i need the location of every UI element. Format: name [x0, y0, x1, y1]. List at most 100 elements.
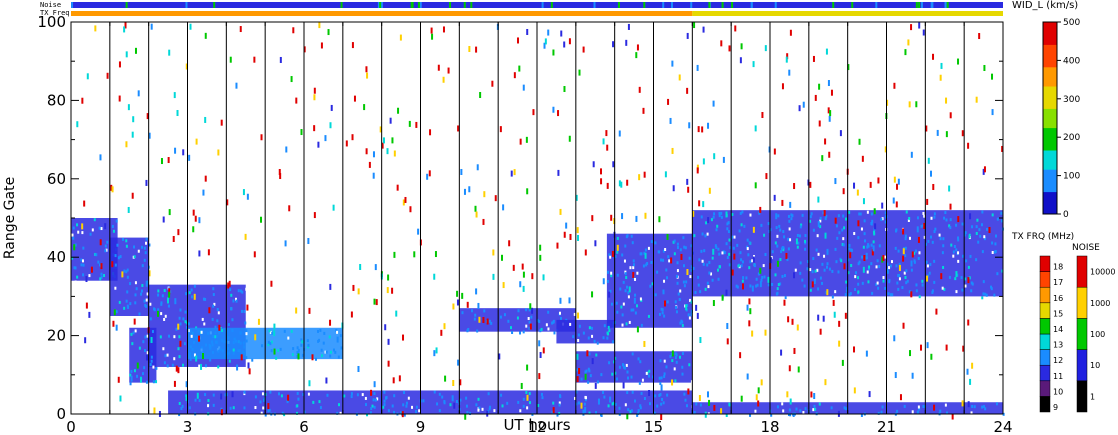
scatter-cell [818, 83, 821, 90]
echo-cell [930, 216, 933, 220]
scatter-cell [904, 49, 907, 56]
echo-cell [125, 299, 128, 303]
echo-cell [328, 335, 331, 339]
scatter-cell [307, 237, 310, 244]
noise-strip-tick [125, 2, 128, 8]
scatter-cell [949, 112, 952, 119]
scatter-cell [712, 300, 715, 307]
echo-cell [629, 266, 632, 270]
echo-cell [212, 287, 215, 291]
scatter-cell [502, 204, 505, 211]
scatter-cell [260, 216, 263, 223]
scatter-cell [175, 365, 178, 372]
scatter-cell [759, 267, 762, 274]
scatter-cell [857, 220, 860, 227]
echo-cell [922, 405, 925, 409]
scatter-cell [849, 252, 852, 259]
echo-cell [126, 275, 129, 279]
scatter-cell [902, 322, 905, 329]
echo-cell [725, 413, 728, 417]
echo-cell [603, 324, 606, 328]
colorbar-noise-cell [1076, 286, 1088, 319]
echo-cell [585, 369, 588, 373]
scatter-cell [678, 74, 681, 81]
scatter-cell [167, 297, 170, 304]
scatter-cell [720, 40, 723, 47]
echo-cell [612, 401, 615, 405]
colorbar-noise-tick-label: 100 [1090, 330, 1105, 339]
echo-cell [700, 249, 703, 253]
echo-cell [948, 224, 951, 228]
scatter-cell [464, 413, 467, 420]
scatter-cell [754, 182, 757, 189]
echo-cell [993, 293, 996, 297]
scatter-cell [911, 372, 914, 379]
echo-cell [499, 315, 502, 319]
echo-cell [672, 240, 675, 244]
echo-cell [718, 211, 721, 215]
echo-cell [635, 304, 638, 308]
scatter-cell [479, 91, 482, 98]
scatter-cell [90, 266, 93, 273]
echo-cell [552, 320, 555, 324]
scatter-cell [586, 350, 589, 357]
echo-cell [230, 307, 233, 311]
echo-cell [166, 353, 169, 357]
echo-cell [973, 405, 976, 409]
scatter-cell [873, 208, 876, 215]
echo-cell [578, 324, 581, 328]
echo-cell [903, 271, 906, 275]
colorbar-width-tick-label: 400 [1063, 56, 1080, 66]
echo-cell [653, 411, 656, 415]
scatter-cell [85, 302, 88, 309]
scatter-cell [702, 201, 705, 208]
scatter-cell [174, 298, 177, 305]
echo-cell [477, 408, 480, 412]
colorbar-width-cell [1043, 143, 1057, 148]
scatter-cell [856, 189, 859, 196]
echo-cell [837, 270, 840, 274]
echo-cell [813, 281, 816, 285]
echo-cell [708, 261, 711, 265]
echo-cell [774, 273, 777, 277]
echo-cell [739, 251, 742, 255]
echo-cell [307, 392, 310, 396]
scatter-cell [969, 378, 972, 385]
echo-cell [971, 404, 974, 408]
echo-cell [787, 237, 790, 241]
echo-cell [583, 402, 586, 406]
echo-cell [821, 281, 824, 285]
scatter-cell [688, 122, 691, 129]
echo-cell [747, 253, 750, 257]
echo-cell [950, 243, 953, 247]
scatter-cell [578, 367, 581, 374]
scatter-cell [273, 348, 276, 355]
echo-cell [799, 261, 802, 265]
echo-cell [740, 264, 743, 268]
colorbar-txfreq-tick-label: 15 [1053, 309, 1063, 318]
scatter-cell [811, 281, 814, 288]
echo-cell [668, 259, 671, 263]
scatter-cell [686, 269, 689, 276]
echo-cell [886, 262, 889, 266]
scatter-cell [671, 379, 674, 386]
echo-cell [626, 285, 629, 289]
scatter-cell [861, 155, 864, 162]
echo-cell [692, 266, 695, 270]
echo-cell [713, 212, 716, 216]
scatter-cell [823, 210, 826, 217]
echo-cell [138, 312, 141, 316]
echo-cell [915, 289, 918, 293]
scatter-cell [392, 377, 395, 384]
echo-cell [985, 293, 988, 297]
echo-cell [679, 321, 682, 325]
echo-cell [350, 395, 353, 399]
echo-cell [207, 404, 210, 408]
echo-cell [148, 243, 151, 247]
scatter-cell [592, 161, 595, 168]
echo-cell [673, 367, 676, 371]
scatter-cell [626, 179, 629, 186]
echo-cell [790, 217, 793, 221]
scatter-cell [188, 154, 191, 161]
colorbar-width-cell [1043, 146, 1057, 151]
